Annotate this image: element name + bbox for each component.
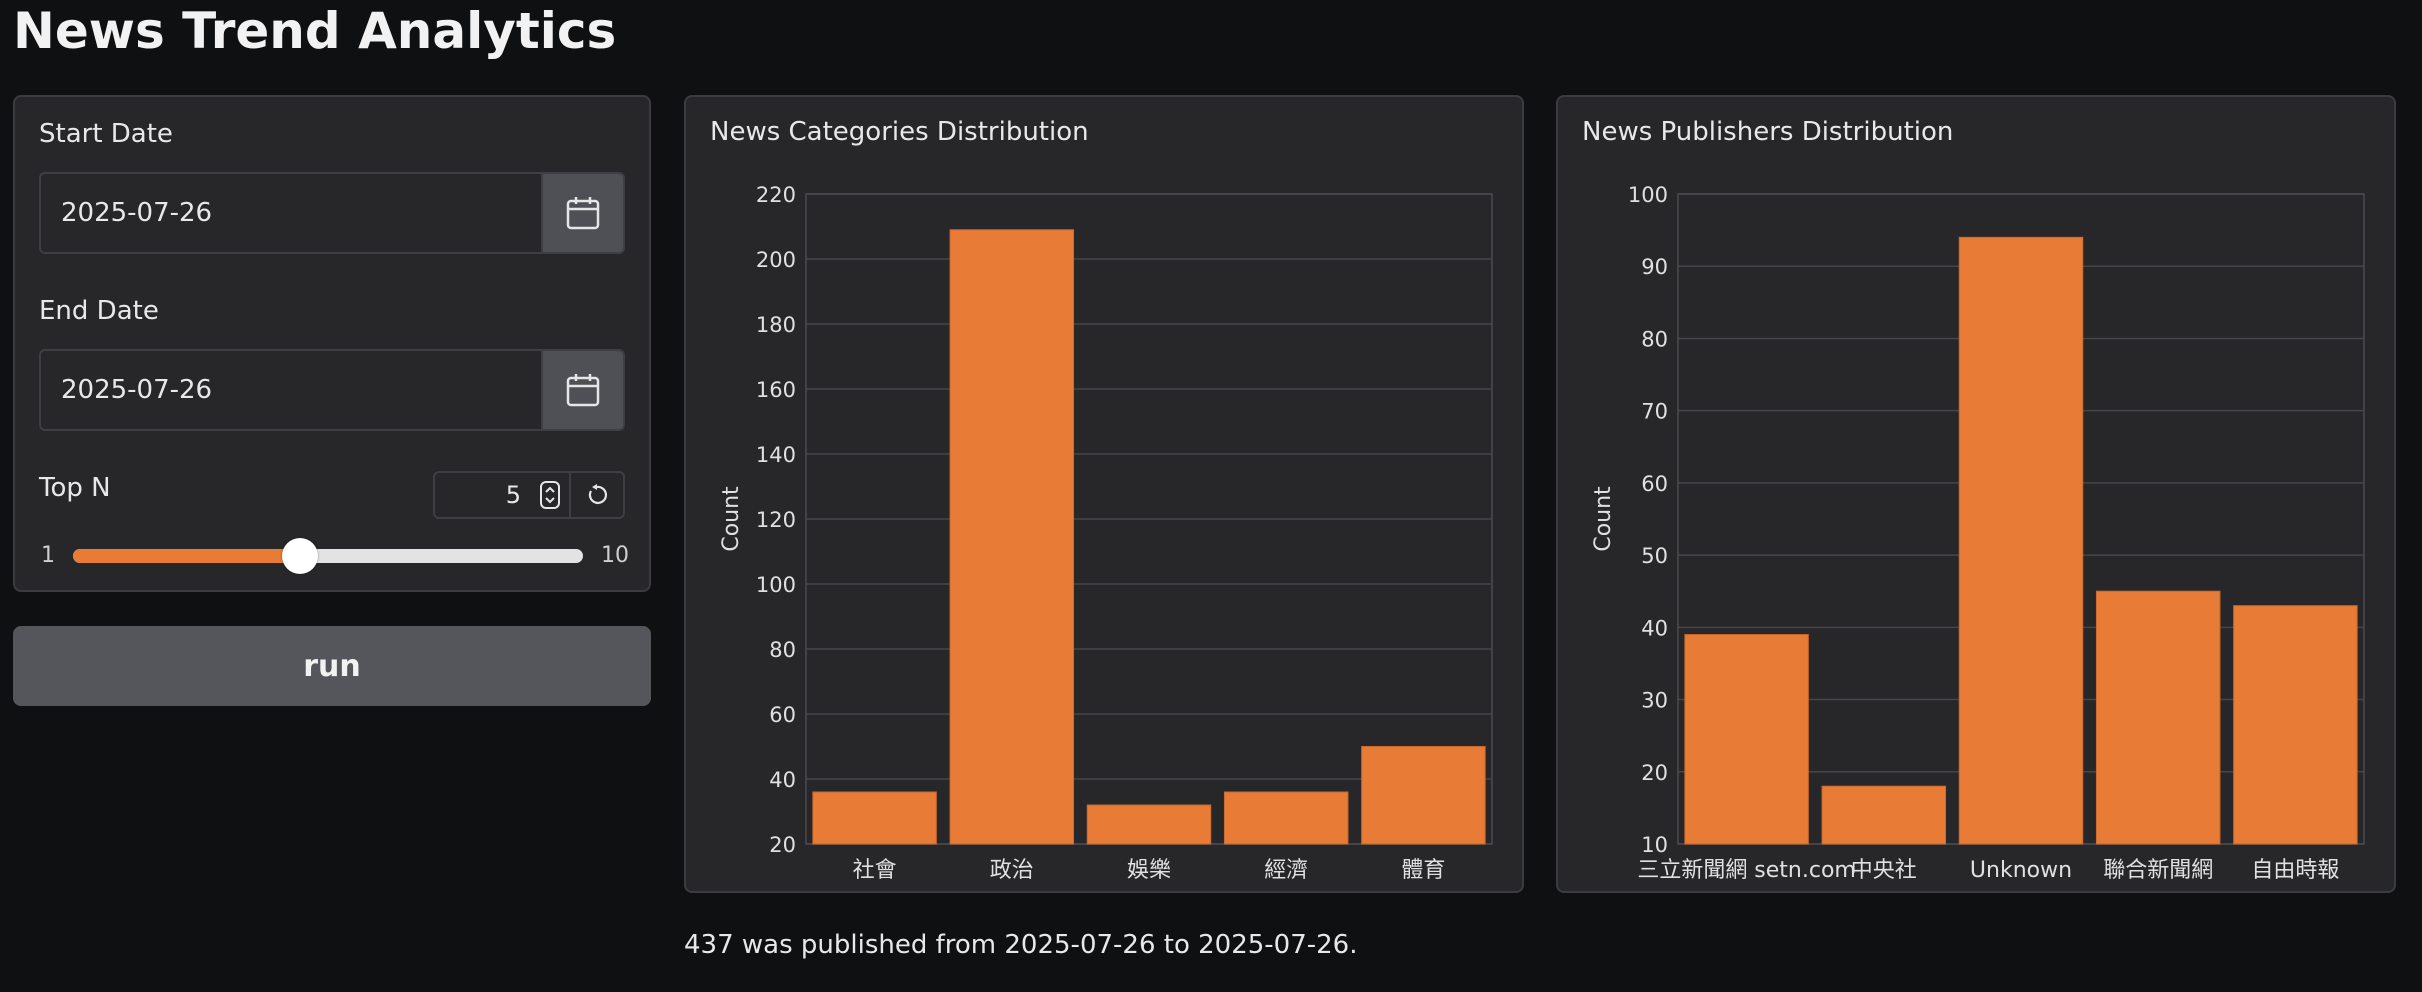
y-tick-label: 20 xyxy=(1641,761,1668,785)
bar xyxy=(1086,804,1212,845)
y-tick-label: 140 xyxy=(756,443,796,467)
x-tick-label: 體育 xyxy=(1401,858,1445,883)
bar xyxy=(2095,590,2221,845)
publishers-chart-panel: News Publishers Distribution 10 20 30 40 50 6… xyxy=(1556,95,2396,893)
y-tick-label: 40 xyxy=(769,768,796,792)
y-tick-label: 20 xyxy=(769,833,796,857)
slider-min-label: 1 xyxy=(41,543,55,568)
y-tick-label: 70 xyxy=(1641,400,1668,424)
bar xyxy=(1958,236,2084,845)
y-tick-label: 80 xyxy=(769,638,796,662)
x-tick-label: 中央社 xyxy=(1851,858,1917,883)
publishers-chart-title: News Publishers Distribution xyxy=(1582,117,1954,147)
bar xyxy=(1821,785,1947,845)
y-tick-label: 30 xyxy=(1641,689,1668,713)
y-axis-label: Count xyxy=(1591,486,1616,552)
y-tick-label: 40 xyxy=(1641,616,1668,640)
end-date-calendar-button[interactable] xyxy=(541,351,623,429)
y-tick-label: 220 xyxy=(756,183,796,207)
categories-bar-chart: 20 40 60 80 100 120 140 160 180 200 220 社會 政治 娛樂 經濟 體育 C… xyxy=(719,183,1493,883)
bar xyxy=(1361,746,1486,845)
bar xyxy=(949,229,1075,845)
end-date-picker xyxy=(39,349,625,431)
page-title: News Trend Analytics xyxy=(13,2,617,60)
start-date-input[interactable] xyxy=(41,174,541,252)
start-date-calendar-button[interactable] xyxy=(541,174,623,252)
stepper-icon xyxy=(540,481,560,509)
y-tick-label: 60 xyxy=(769,703,796,727)
run-button[interactable]: run xyxy=(13,626,651,706)
x-tick-label: 經濟 xyxy=(1264,858,1308,883)
y-tick-label: 50 xyxy=(1641,544,1668,568)
y-tick-label: 90 xyxy=(1641,255,1668,279)
categories-chart-panel: News Categories Distribution 20 40 60 80 100… xyxy=(684,95,1524,893)
y-tick-label: 160 xyxy=(756,378,796,402)
reset-icon xyxy=(588,484,608,504)
start-date-label: Start Date xyxy=(39,119,173,149)
x-tick-label: Unknown xyxy=(1970,858,2072,883)
x-tick-label: 政治 xyxy=(990,858,1034,883)
y-tick-label: 80 xyxy=(1641,327,1668,351)
categories-chart-title: News Categories Distribution xyxy=(710,117,1089,147)
x-tick-label: 娛樂 xyxy=(1127,858,1171,883)
y-tick-label: 60 xyxy=(1641,472,1668,496)
end-date-label: End Date xyxy=(39,296,159,326)
calendar-icon xyxy=(566,374,600,407)
calendar-icon xyxy=(566,197,600,230)
x-tick-label: 自由時報 xyxy=(2251,858,2339,883)
y-tick-label: 200 xyxy=(756,248,796,272)
top-n-number-input[interactable]: 5 xyxy=(433,471,625,519)
slider-fill xyxy=(73,549,300,563)
top-n-reset-button[interactable] xyxy=(569,473,623,517)
y-tick-label: 180 xyxy=(756,313,796,337)
top-n-slider[interactable] xyxy=(73,538,583,574)
summary-text: 437 was published from 2025-07-26 to 202… xyxy=(684,930,1358,960)
controls-panel: Start Date End Date xyxy=(13,95,651,592)
top-n-stepper[interactable] xyxy=(531,473,569,517)
end-date-input[interactable] xyxy=(41,351,541,429)
slider-max-label: 10 xyxy=(601,543,629,568)
bar xyxy=(2233,605,2358,845)
y-tick-label: 120 xyxy=(756,508,796,532)
x-tick-label: 三立新聞網 setn.com xyxy=(1637,858,1856,883)
top-n-label: Top N xyxy=(39,473,111,503)
bar xyxy=(812,791,937,845)
top-n-value[interactable]: 5 xyxy=(505,481,521,509)
bar xyxy=(1684,634,1809,845)
x-tick-label: 社會 xyxy=(853,858,897,883)
y-axis-label: Count xyxy=(719,486,744,552)
slider-thumb[interactable] xyxy=(281,538,318,574)
bar xyxy=(1223,791,1349,845)
start-date-picker xyxy=(39,172,625,254)
y-tick-label: 100 xyxy=(1628,183,1668,207)
y-tick-label: 10 xyxy=(1641,833,1668,857)
y-tick-label: 100 xyxy=(756,573,796,597)
x-tick-label: 聯合新聞網 xyxy=(2103,858,2213,883)
